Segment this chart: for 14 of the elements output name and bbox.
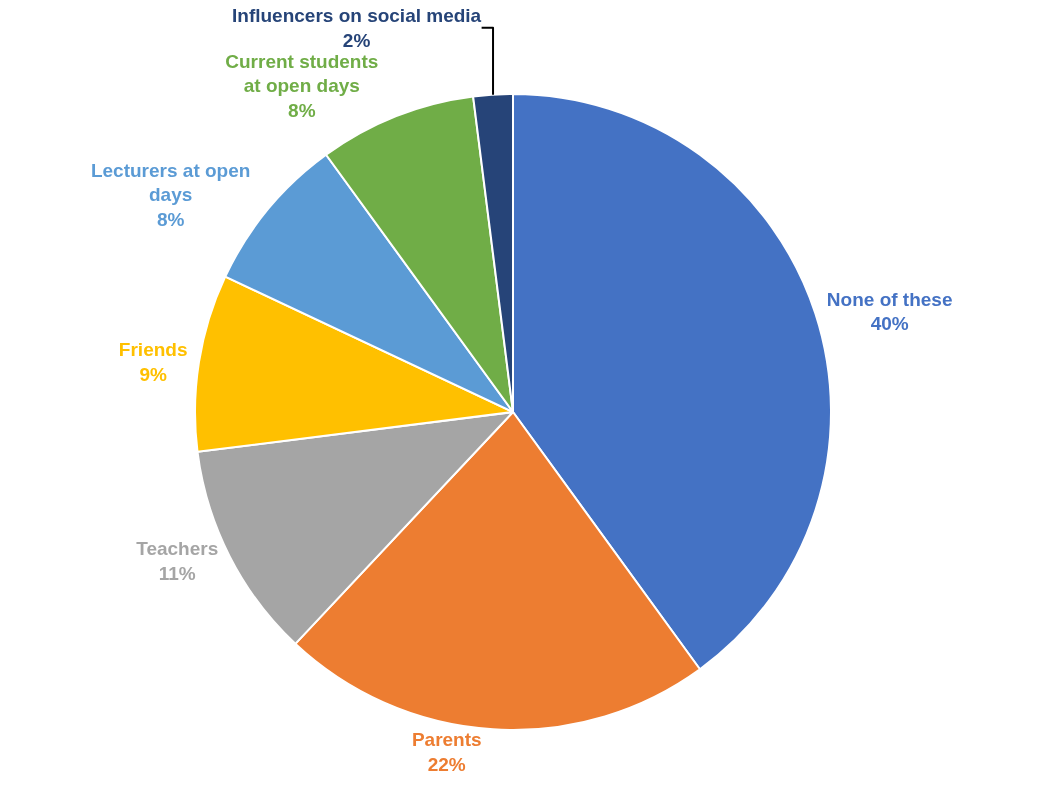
data-label: 40% [870,313,909,335]
slice-label: Lecturers at open days [90,159,251,206]
data-label: 2% [342,29,371,51]
slice-label: Parents [411,729,482,751]
data-label: 8% [288,100,316,122]
data-label: 22% [427,753,466,775]
data-label: 9% [139,363,168,385]
slice-label: Friends [118,338,188,360]
slice-label: Influencers on social media [231,5,482,26]
slice-label: None of these [826,288,953,310]
slice-label: Current students at open days [225,50,379,97]
slice-label: Teachers [136,538,219,560]
data-label: 11% [158,562,196,584]
data-label: 8% [156,209,185,231]
